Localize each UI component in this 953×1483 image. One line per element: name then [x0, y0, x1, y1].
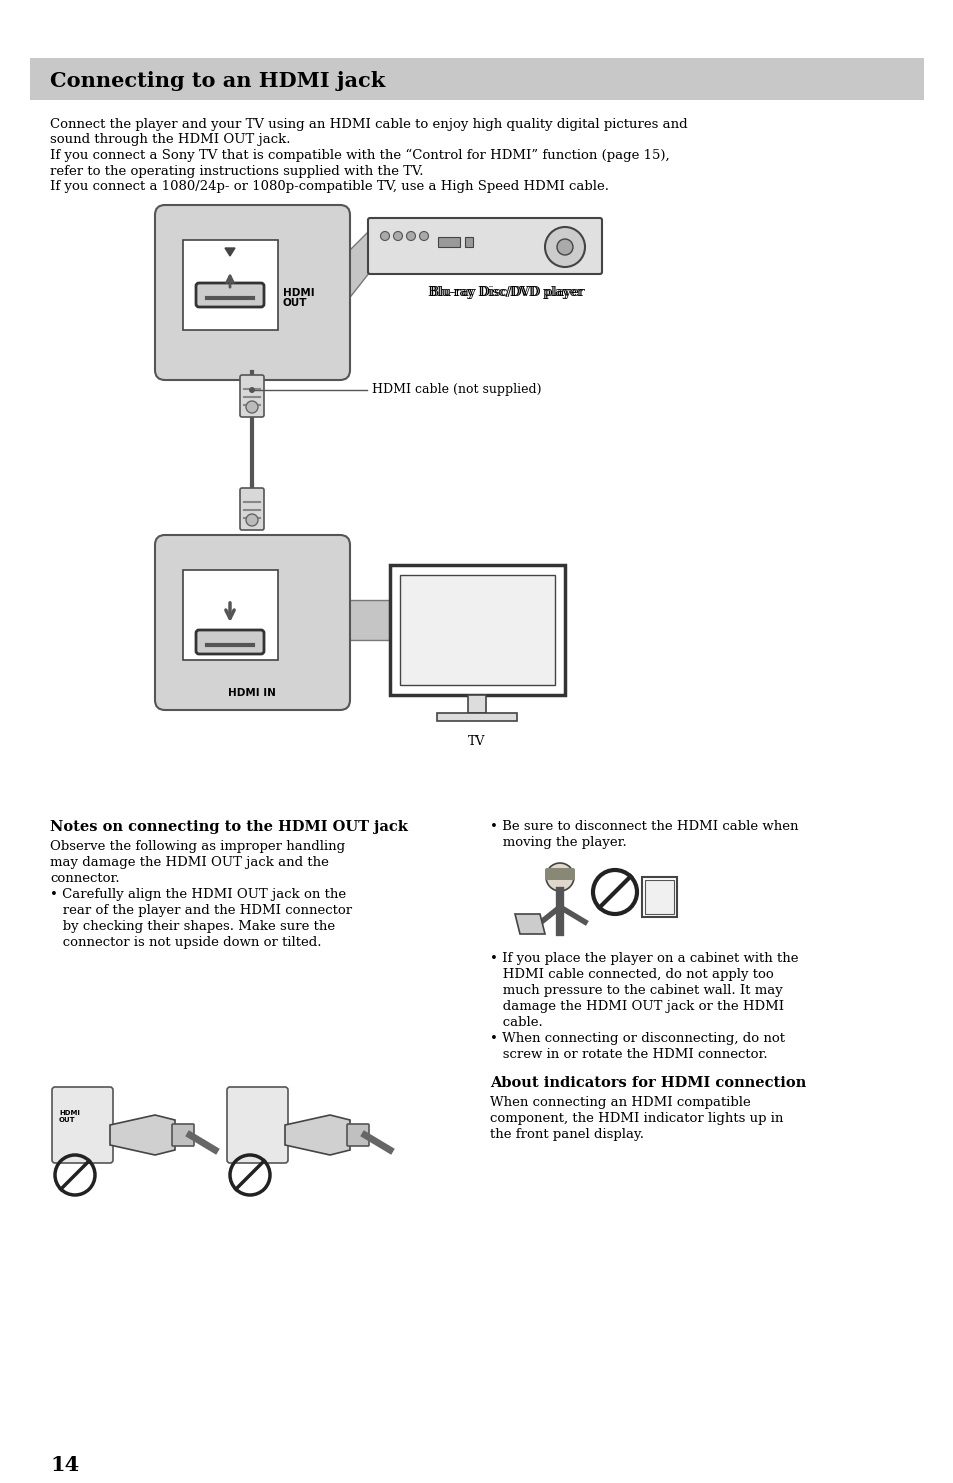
Text: If you connect a Sony TV that is compatible with the “Control for HDMI” function: If you connect a Sony TV that is compati… [50, 148, 669, 162]
Bar [399, 575, 555, 685]
Text: much pressure to the cabinet wall. It may: much pressure to the cabinet wall. It ma… [490, 985, 781, 997]
FancyBboxPatch shape [154, 205, 350, 380]
Text: connector.: connector. [50, 872, 119, 885]
Text: • Be sure to disconnect the HDMI cable when: • Be sure to disconnect the HDMI cable w… [490, 820, 798, 833]
Polygon shape [339, 230, 370, 310]
FancyBboxPatch shape [347, 1124, 369, 1146]
Text: HDMI cable (not supplied): HDMI cable (not supplied) [372, 384, 541, 396]
Text: About indicators for HDMI connection: About indicators for HDMI connection [490, 1077, 805, 1090]
FancyBboxPatch shape [52, 1087, 112, 1163]
Circle shape [406, 231, 416, 240]
Polygon shape [285, 1115, 350, 1155]
Text: • When connecting or disconnecting, do not: • When connecting or disconnecting, do n… [490, 1032, 784, 1046]
Text: If you connect a 1080/24p- or 1080p-compatible TV, use a High Speed HDMI cable.: If you connect a 1080/24p- or 1080p-comp… [50, 179, 608, 193]
Polygon shape [339, 601, 390, 641]
Text: Connecting to an HDMI jack: Connecting to an HDMI jack [50, 71, 385, 90]
Text: TV: TV [468, 736, 485, 747]
Text: by checking their shapes. Make sure the: by checking their shapes. Make sure the [50, 919, 335, 933]
Text: • Carefully align the HDMI OUT jack on the: • Carefully align the HDMI OUT jack on t… [50, 888, 346, 902]
Polygon shape [225, 248, 234, 257]
Circle shape [393, 231, 402, 240]
FancyBboxPatch shape [183, 240, 277, 331]
Bar [390, 565, 564, 696]
Text: connector is not upside down or tilted.: connector is not upside down or tilted. [50, 936, 321, 949]
Text: Connect the player and your TV using an HDMI cable to enjoy high quality digital: Connect the player and your TV using an … [50, 119, 687, 131]
Text: Notes on connecting to the HDMI OUT jack: Notes on connecting to the HDMI OUT jack [50, 820, 408, 833]
FancyBboxPatch shape [544, 868, 575, 879]
Text: cable.: cable. [490, 1016, 542, 1029]
FancyBboxPatch shape [240, 375, 264, 417]
Text: screw in or rotate the HDMI connector.: screw in or rotate the HDMI connector. [490, 1048, 767, 1060]
Bar [436, 713, 517, 721]
Text: HDMI IN: HDMI IN [228, 688, 275, 698]
Text: may damage the HDMI OUT jack and the: may damage the HDMI OUT jack and the [50, 856, 329, 869]
Circle shape [380, 231, 389, 240]
Circle shape [249, 387, 254, 393]
FancyBboxPatch shape [195, 630, 264, 654]
Circle shape [246, 400, 257, 412]
Bar [644, 879, 673, 914]
Circle shape [557, 239, 573, 255]
Bar [641, 876, 677, 916]
Circle shape [246, 515, 257, 526]
Text: When connecting an HDMI compatible: When connecting an HDMI compatible [490, 1096, 750, 1109]
Text: damage the HDMI OUT jack or the HDMI: damage the HDMI OUT jack or the HDMI [490, 1000, 783, 1013]
FancyBboxPatch shape [195, 283, 264, 307]
Bar [468, 696, 485, 713]
Text: component, the HDMI indicator lights up in: component, the HDMI indicator lights up … [490, 1112, 782, 1126]
Text: the front panel display.: the front panel display. [490, 1129, 643, 1140]
Text: refer to the operating instructions supplied with the TV.: refer to the operating instructions supp… [50, 165, 423, 178]
Text: Blu-ray Disc/DVD player: Blu-ray Disc/DVD player [427, 286, 582, 300]
FancyBboxPatch shape [154, 535, 350, 710]
Circle shape [545, 863, 574, 891]
FancyBboxPatch shape [227, 1087, 288, 1163]
Text: HDMI
OUT: HDMI OUT [283, 288, 314, 308]
Text: moving the player.: moving the player. [490, 836, 626, 848]
FancyBboxPatch shape [368, 218, 601, 274]
Bar [464, 237, 473, 248]
Polygon shape [515, 914, 544, 934]
Text: HDMI cable connected, do not apply too: HDMI cable connected, do not apply too [490, 968, 773, 980]
Circle shape [419, 231, 428, 240]
Text: HDMI
OUT: HDMI OUT [59, 1109, 80, 1123]
FancyBboxPatch shape [172, 1124, 193, 1146]
FancyBboxPatch shape [240, 488, 264, 529]
Text: Observe the following as improper handling: Observe the following as improper handli… [50, 839, 345, 853]
Text: rear of the player and the HDMI connector: rear of the player and the HDMI connecto… [50, 905, 352, 916]
FancyBboxPatch shape [183, 569, 277, 660]
Text: sound through the HDMI OUT jack.: sound through the HDMI OUT jack. [50, 133, 291, 147]
Text: 14: 14 [50, 1455, 79, 1476]
Text: • If you place the player on a cabinet with the: • If you place the player on a cabinet w… [490, 952, 798, 965]
Circle shape [544, 227, 584, 267]
Bar [437, 237, 459, 248]
Bar [30, 58, 923, 99]
Text: Blu-ray Disc/DVD player: Blu-ray Disc/DVD player [430, 286, 584, 300]
Polygon shape [110, 1115, 174, 1155]
